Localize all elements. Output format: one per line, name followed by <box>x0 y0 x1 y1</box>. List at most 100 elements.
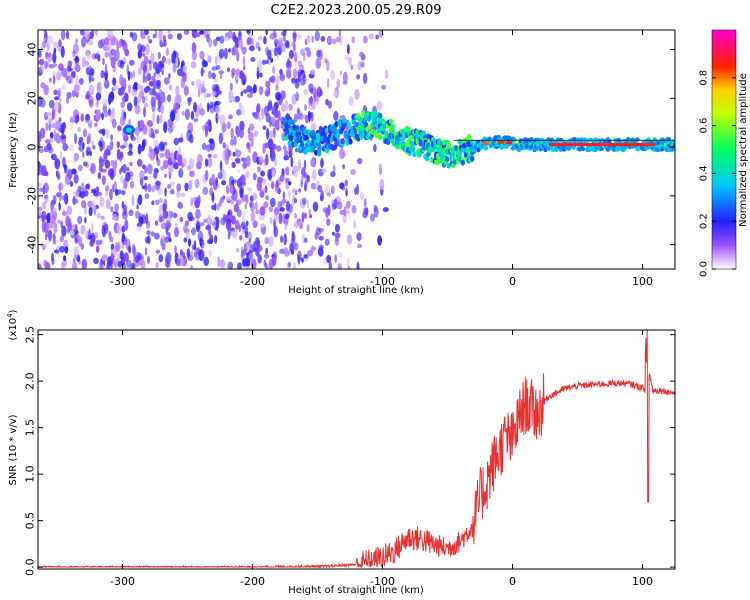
ridge-blob <box>335 132 341 139</box>
snr-y-tick-label: 1.0 <box>24 465 37 483</box>
spectrogram-noise-blob <box>250 211 256 223</box>
spectrogram-noise-blob <box>267 49 272 61</box>
spectrogram-noise-blob <box>195 32 201 37</box>
spectrogram-noise-blob <box>233 135 237 146</box>
spectrogram-noise-blob <box>328 262 333 269</box>
spectrogram-noise-blob <box>155 249 160 254</box>
spectrogram-noise-blob <box>46 212 51 224</box>
spectrogram-noise-blob <box>236 109 242 116</box>
spectrogram-noise-blob <box>187 211 193 222</box>
spectrogram-noise-blob <box>348 96 354 106</box>
spectrogram-noise-blob <box>273 158 278 167</box>
spectrogram-noise-blob <box>105 185 110 192</box>
ridge-blob <box>342 117 347 124</box>
spectrogram-noise-blob <box>143 87 149 94</box>
snr-frame <box>37 329 676 570</box>
spectrogram-noise-blob <box>158 30 163 41</box>
spectrogram-noise-blob <box>245 240 251 252</box>
spectrogram-noise-blob <box>373 207 379 218</box>
spectrogram-noise-blob <box>155 261 159 269</box>
spectrogram-noise-blob <box>66 226 70 234</box>
spectrogram-noise-blob <box>61 67 68 78</box>
spectrogram-noise-blob <box>143 55 149 65</box>
spectrogram-noise-blob <box>137 143 142 155</box>
spectrogram-noise-blob <box>231 72 235 79</box>
spectrogram-noise-blob <box>78 139 83 147</box>
spectrogram-noise-blob <box>176 183 181 192</box>
spectrogram-noise-blob <box>266 182 271 188</box>
spectrogram-noise-blob <box>120 101 126 109</box>
spectrogram-noise-blob <box>214 234 218 244</box>
spectrogram-noise-blob <box>231 215 236 225</box>
spectrogram-noise-blob <box>82 151 85 158</box>
spectrogram-noise-blob <box>178 146 181 155</box>
spectrogram-noise-blob <box>240 228 245 235</box>
spectrogram-noise-blob <box>279 207 285 212</box>
spectrogram-noise-blob <box>242 258 248 267</box>
ridge-peak <box>587 143 620 147</box>
spectrogram-noise-blob <box>178 137 184 143</box>
spectrogram-noise-blob <box>264 253 270 259</box>
spectrogram-noise-blob <box>246 39 252 46</box>
spectrogram-noise-blob <box>264 185 268 194</box>
spectrogram-noise-blob <box>134 104 141 115</box>
spectrogram-noise-blob <box>209 187 214 197</box>
spectrogram-noise-blob <box>93 257 99 264</box>
spectrogram-plot-area <box>38 30 675 269</box>
spectrogram-noise-blob <box>38 263 42 269</box>
spectrogram-noise-blob <box>203 218 208 223</box>
spectrogram-noise-blob <box>68 144 75 152</box>
spectrogram-noise-blob <box>50 215 56 225</box>
spectrogram-noise-blob <box>78 146 81 151</box>
spectrogram-noise-blob <box>257 35 263 41</box>
spectrogram-noise-blob <box>159 60 165 69</box>
spectrogram-noise-blob <box>54 101 60 112</box>
ridge-blob <box>452 158 458 165</box>
spectrogram-noise-blob <box>51 113 55 121</box>
ridge-blob <box>470 155 475 162</box>
spectrogram-noise-blob <box>159 152 165 158</box>
spectrogram-noise-blob <box>359 192 364 201</box>
spectrogram-noise-blob <box>293 113 298 123</box>
ridge-core <box>495 140 498 144</box>
spectrogram-noise-blob <box>287 57 290 67</box>
spectrogram-noise-blob <box>213 78 218 84</box>
ridge-blob <box>418 140 423 147</box>
spectrogram-noise-blob <box>174 226 179 238</box>
spectrogram-noise-blob <box>327 36 331 44</box>
spectrogram-noise-blob <box>242 65 246 71</box>
spectrogram-noise-blob <box>357 157 363 165</box>
spectrogram-noise-blob <box>147 235 151 245</box>
spectrogram-noise-blob <box>356 183 359 196</box>
spectrogram-noise-blob <box>147 183 152 193</box>
spectrogram-noise-blob <box>282 213 286 224</box>
spectrogram-noise-blob <box>81 200 87 209</box>
spectrogram-noise-blob <box>162 55 166 63</box>
spectrogram-noise-blob <box>92 188 97 195</box>
spectrogram-noise-blob <box>145 43 150 56</box>
spectrogram-noise-blob <box>61 259 68 267</box>
spectrogram-noise-blob <box>160 97 165 103</box>
spectrogram-noise-blob <box>128 84 131 94</box>
spectrogram-noise-blob <box>274 119 281 131</box>
spectrogram-noise-blob <box>200 250 205 261</box>
ridge-blob <box>635 137 640 142</box>
ridge-blob <box>672 147 675 152</box>
spectrogram-noise-blob <box>163 198 168 210</box>
spectrogram-noise-blob <box>270 116 276 124</box>
spectrogram-noise-blob <box>74 224 78 232</box>
ridge-blob <box>337 119 342 125</box>
spectrogram-noise-blob <box>338 148 345 160</box>
spectrogram-noise-blob <box>334 241 340 246</box>
spectrogram-noise-blob <box>87 40 94 46</box>
spectrogram-noise-blob <box>90 76 95 82</box>
spectrogram-noise-blob <box>254 201 258 211</box>
spectrogram-noise-blob <box>345 188 348 197</box>
spectrogram-noise-blob <box>310 123 317 131</box>
spectrogram-noise-blob <box>98 164 103 173</box>
spectrogram-noise-blob <box>268 77 274 83</box>
spectrogram-noise-blob <box>326 78 330 89</box>
spectrogram-noise-blob <box>102 57 105 66</box>
ridge-blob <box>512 137 517 142</box>
spectrogram-noise-blob <box>247 93 253 98</box>
